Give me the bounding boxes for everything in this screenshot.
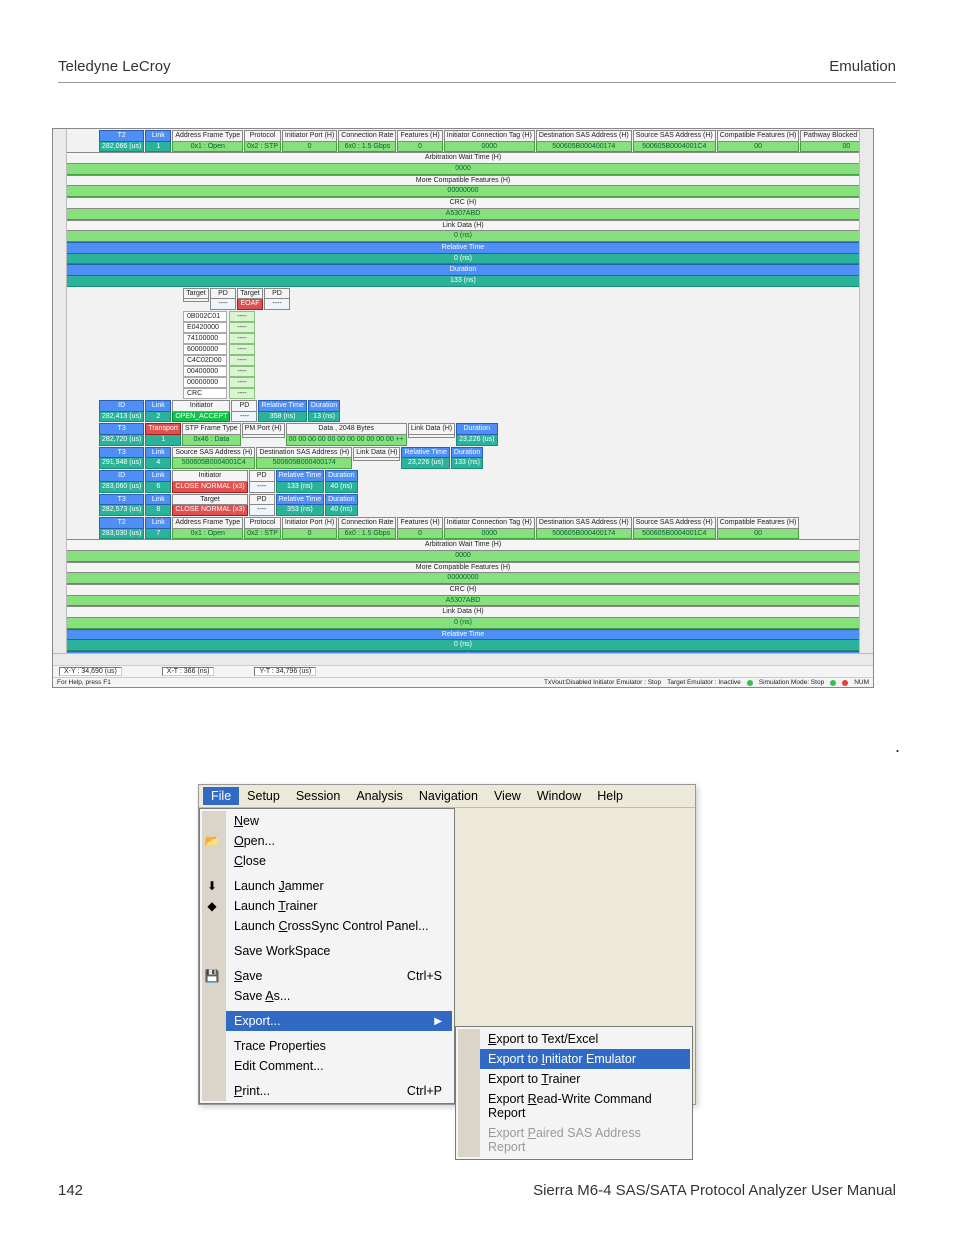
- menu-item-launch-trainer[interactable]: ◆Launch Trainer: [226, 896, 452, 916]
- menu-item-save-as-[interactable]: Save As...: [226, 986, 452, 1006]
- menu-navigation[interactable]: Navigation: [411, 787, 486, 805]
- menu-item-save-workspace[interactable]: Save WorkSpace: [226, 941, 452, 961]
- menubar: FileSetupSessionAnalysisNavigationViewWi…: [199, 785, 695, 808]
- page-header-left: Teledyne LeCroy: [58, 58, 171, 75]
- menu-file[interactable]: File: [203, 787, 239, 805]
- row-time: 282,066 (us): [99, 142, 144, 153]
- coordinate-bar: X-Y : 34,690 (us) X-T : 366 (ns) Y-T : 3…: [53, 665, 873, 677]
- menu-item-trace-properties[interactable]: Trace Properties: [226, 1036, 452, 1056]
- menu-analysis[interactable]: Analysis: [348, 787, 411, 805]
- submenu-item-export-read-write-command-report[interactable]: Export Read-Write Command Report: [480, 1089, 690, 1123]
- open-icon: 📂: [204, 833, 220, 849]
- submenu-item-export-paired-sas-address-report: Export Paired SAS Address Report: [480, 1123, 690, 1157]
- status-help: For Help, press F1: [57, 679, 111, 686]
- menu-item-open-[interactable]: 📂Open...: [226, 831, 452, 851]
- menu-item-launch-crosssync-control-panel-[interactable]: Launch CrossSync Control Panel...: [226, 916, 452, 936]
- menu-item-export-[interactable]: Export...▶: [226, 1011, 452, 1031]
- menu-item-close[interactable]: Close: [226, 851, 452, 871]
- horizontal-scrollbar[interactable]: [53, 653, 873, 665]
- menu-window[interactable]: Window: [529, 787, 589, 805]
- status-txvout: TxVout:Disabled Initiator Emulator : Sto…: [544, 679, 661, 686]
- menu-item-new[interactable]: New: [226, 811, 452, 831]
- menu-session[interactable]: Session: [288, 787, 348, 805]
- trailing-period: .: [895, 736, 900, 757]
- status-target: Target Emulator : Inactive: [667, 679, 741, 686]
- submenu-item-export-to-trainer[interactable]: Export to Trainer: [480, 1069, 690, 1089]
- submenu-item-export-to-text-excel[interactable]: Export to Text/Excel: [480, 1029, 690, 1049]
- page-footer-right: Sierra M6-4 SAS/SATA Protocol Analyzer U…: [533, 1182, 896, 1199]
- menu-screenshot: FileSetupSessionAnalysisNavigationViewWi…: [198, 784, 696, 1105]
- menu-item-save[interactable]: 💾SaveCtrl+S: [226, 966, 452, 986]
- export-submenu: Export to Text/ExcelExport to Initiator …: [455, 1026, 693, 1160]
- coord-yt: Y-T : 34,796 (us): [254, 667, 316, 676]
- menu-view[interactable]: View: [486, 787, 529, 805]
- status-num: NUM: [854, 679, 869, 686]
- trace-gutter: [53, 129, 67, 665]
- page-number: 142: [58, 1182, 83, 1199]
- status-dot-green-icon: [747, 680, 753, 686]
- menu-setup[interactable]: Setup: [239, 787, 288, 805]
- menu-item-edit-comment-[interactable]: Edit Comment...: [226, 1056, 452, 1076]
- row-label: T2: [99, 130, 144, 142]
- menu-item-print-[interactable]: Print...Ctrl+P: [226, 1081, 452, 1101]
- file-menu-dropdown: New📂Open...Close ⬇Launch Jammer◆Launch Tr…: [199, 808, 455, 1104]
- status-bar: For Help, press F1 TxVout:Disabled Initi…: [53, 677, 873, 687]
- status-dot-green2-icon: [830, 680, 836, 686]
- seq-cell: 1: [145, 142, 171, 153]
- coord-xy: X-Y : 34,690 (us): [59, 667, 122, 676]
- link-cell: Link: [145, 130, 171, 142]
- page-header-right: Emulation: [829, 58, 896, 75]
- status-dot-red-icon: [842, 680, 848, 686]
- status-sim: Simulation Mode: Stop: [759, 679, 824, 686]
- jam-icon: ⬇: [204, 878, 220, 894]
- trn-icon: ◆: [204, 898, 220, 914]
- menu-item-launch-jammer[interactable]: ⬇Launch Jammer: [226, 876, 452, 896]
- trace-viewer: T2282,066 (us) Link1 Address Frame Type0…: [52, 128, 874, 688]
- vertical-scrollbar[interactable]: [859, 129, 873, 665]
- save-icon: 💾: [204, 968, 220, 984]
- coord-xt: X-T : 366 (ns): [162, 667, 215, 676]
- menu-help[interactable]: Help: [589, 787, 631, 805]
- submenu-item-export-to-initiator-emulator[interactable]: Export to Initiator Emulator: [480, 1049, 690, 1069]
- header-rule: [58, 82, 896, 83]
